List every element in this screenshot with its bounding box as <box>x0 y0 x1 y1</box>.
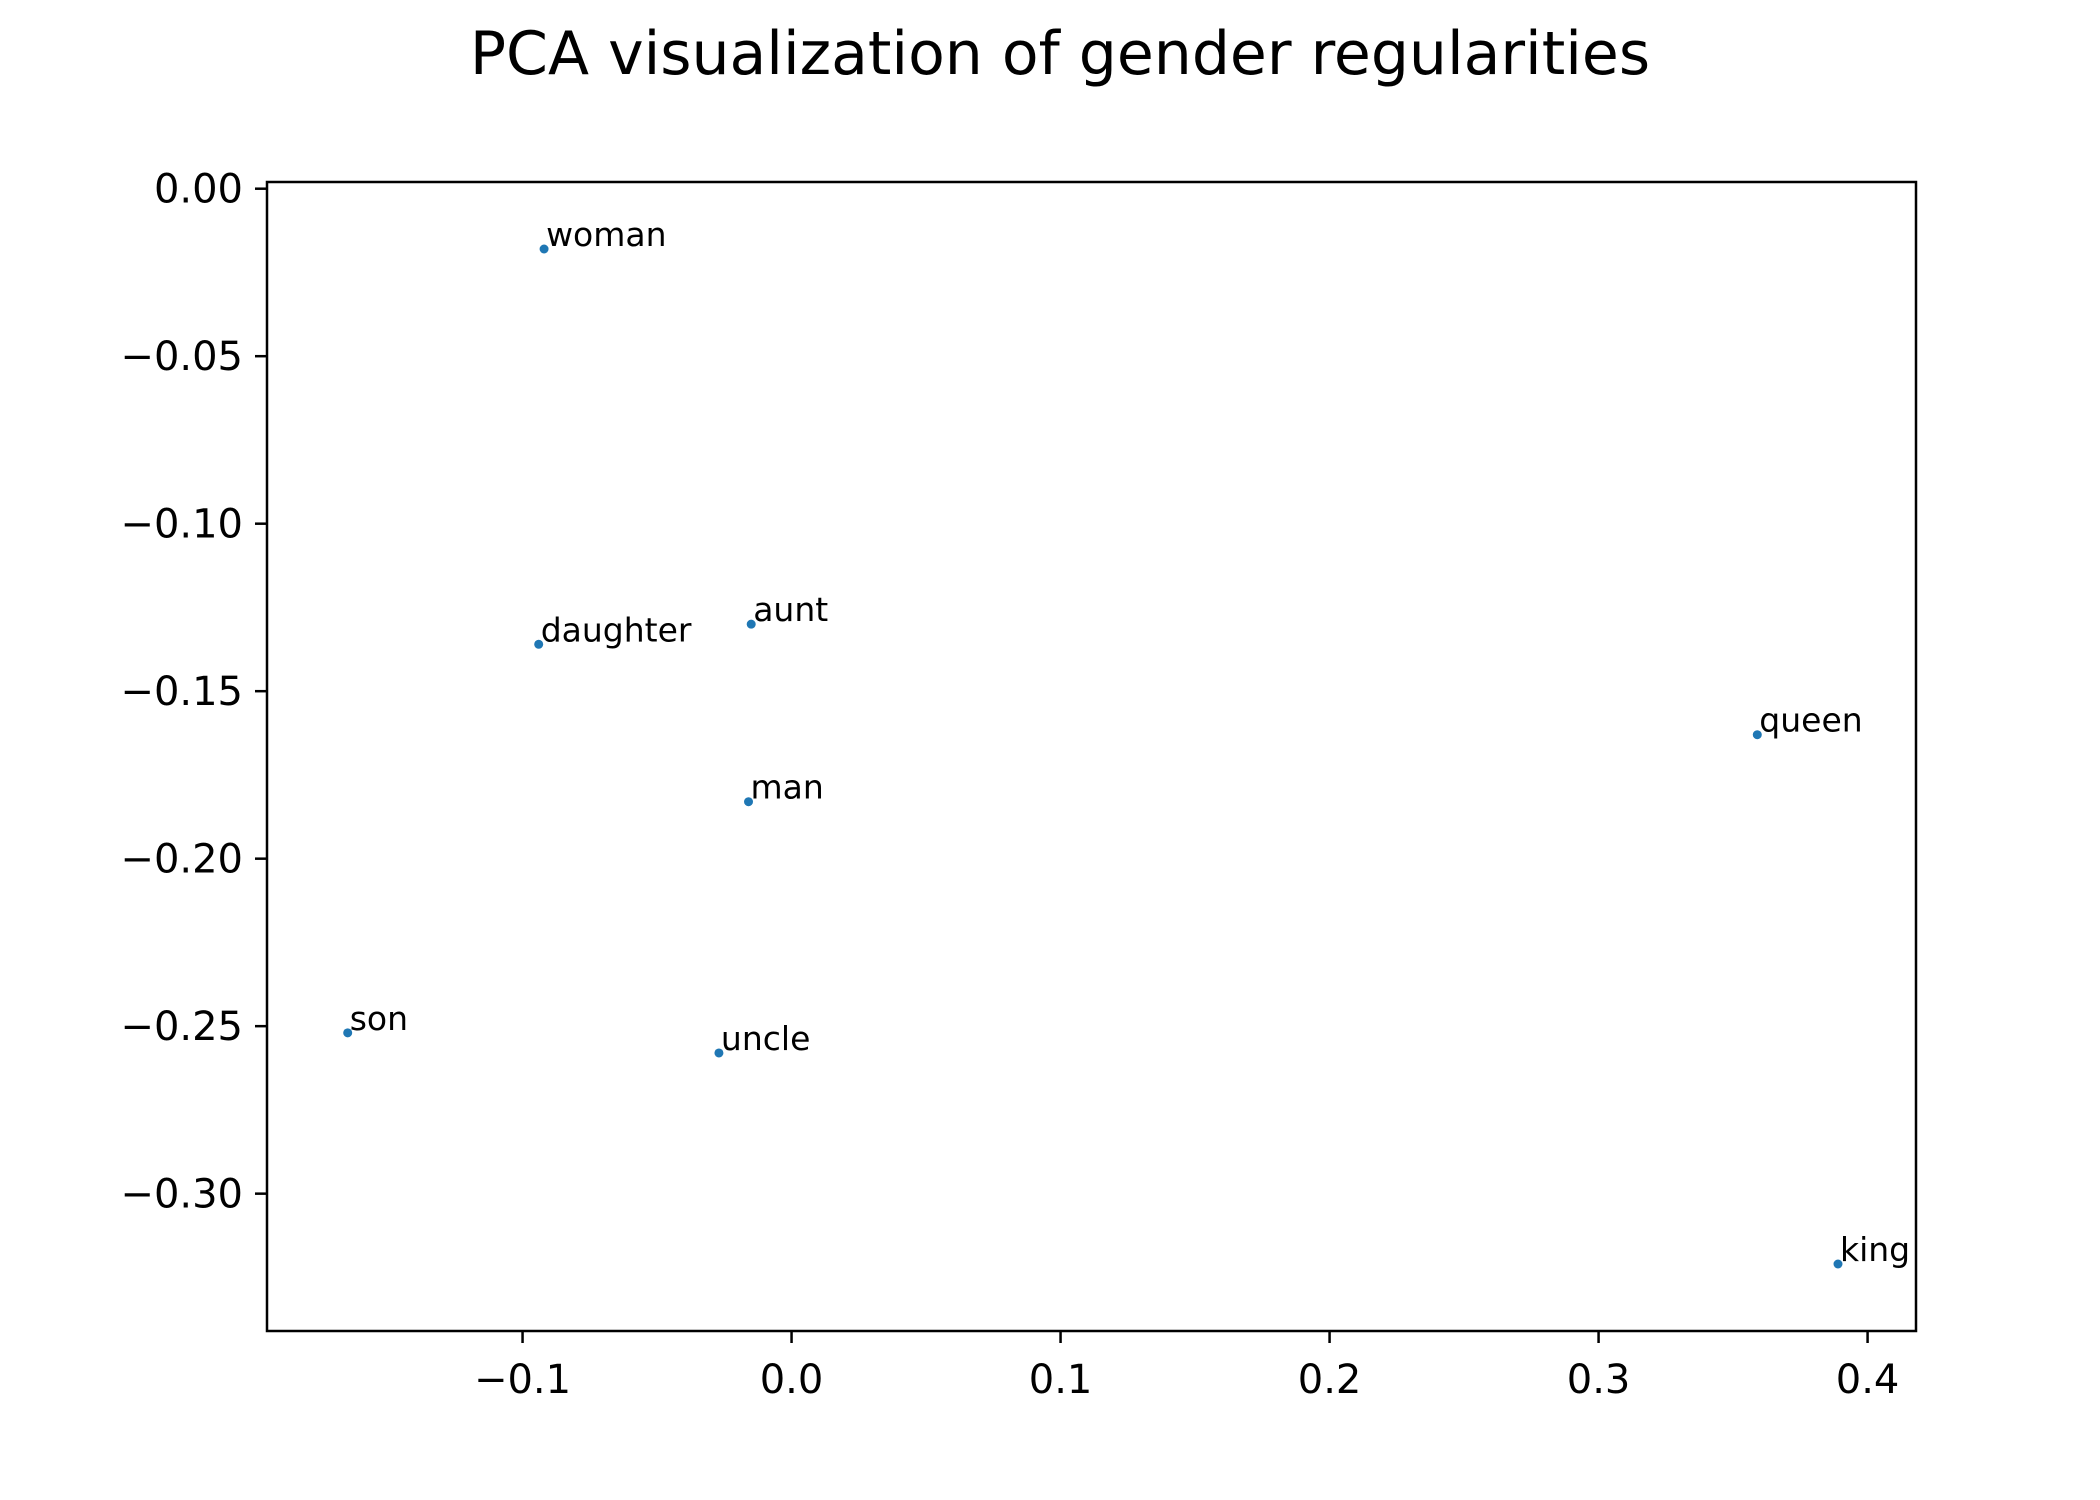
x-tick-label: −0.1 <box>474 1357 571 1403</box>
data-point-uncle <box>714 1048 724 1058</box>
y-tick-label: −0.25 <box>120 1004 243 1050</box>
point-label-son: son <box>350 999 408 1038</box>
x-tick-label: 0.2 <box>1298 1357 1362 1403</box>
data-point-daughter <box>534 639 544 649</box>
x-tick-label: 0.1 <box>1029 1357 1093 1403</box>
data-point-queen <box>1752 730 1762 740</box>
chart-title: PCA visualization of gender regularities <box>470 19 1650 89</box>
y-tick-label: −0.30 <box>120 1172 243 1218</box>
x-tick-label: 0.0 <box>760 1357 824 1403</box>
point-label-uncle: uncle <box>721 1019 810 1058</box>
point-label-daughter: daughter <box>541 610 692 649</box>
x-tick-label: 0.4 <box>1836 1357 1900 1403</box>
point-label-woman: woman <box>546 215 666 254</box>
plot-area: −0.1 0.0 0.1 0.2 0.3 0.4 0.00 −0.05 −0.10 −0.15 −0… <box>120 167 1918 1403</box>
y-tick-label: −0.05 <box>120 334 243 380</box>
point-label-king: king <box>1840 1230 1910 1269</box>
x-tick-label: 0.3 <box>1567 1357 1631 1403</box>
data-point-woman <box>539 244 549 254</box>
data-point-aunt <box>746 619 756 629</box>
point-label-queen: queen <box>1759 701 1862 740</box>
y-tick-label: −0.20 <box>120 837 243 883</box>
data-point-man <box>744 797 754 807</box>
data-point-son <box>343 1028 353 1038</box>
point-label-man: man <box>751 768 824 807</box>
y-tick-label: −0.15 <box>120 669 243 715</box>
point-label-aunt: aunt <box>753 590 828 629</box>
y-tick-label: −0.10 <box>120 502 243 548</box>
y-tick-label: 0.00 <box>154 167 243 213</box>
axes-frame <box>265 180 1918 1333</box>
data-point-king <box>1833 1259 1843 1269</box>
